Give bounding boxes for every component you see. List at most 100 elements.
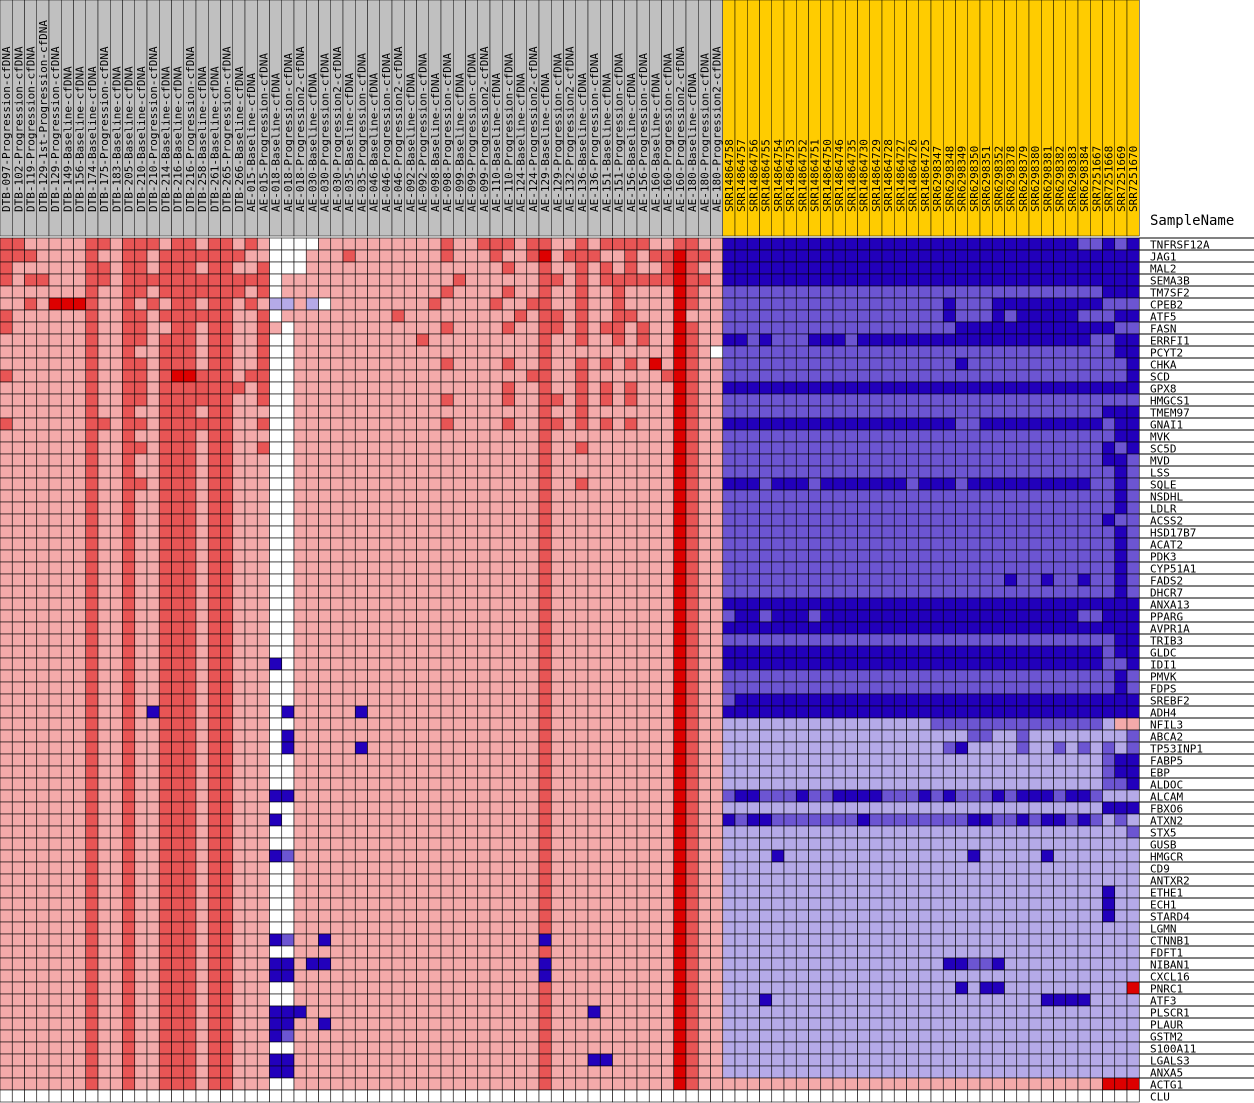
heatmap-cell: [24, 729, 38, 743]
heatmap-cell: [171, 609, 185, 623]
heatmap-cell: [1089, 693, 1103, 707]
heatmap-cell: [906, 537, 920, 551]
heatmap-cell: [1126, 525, 1140, 539]
heatmap-cell: [391, 825, 405, 839]
heatmap-cell: [771, 453, 785, 467]
heatmap-cell: [771, 825, 785, 839]
heatmap-cell: [538, 825, 552, 839]
heatmap-cell: [1126, 765, 1140, 779]
heatmap-cell: [563, 417, 577, 431]
heatmap-cell: [550, 765, 564, 779]
heatmap-cell: [330, 297, 344, 311]
heatmap-cell: [1077, 261, 1091, 275]
heatmap-cell: [256, 549, 270, 563]
heatmap-cell: [538, 537, 552, 551]
heatmap-cell: [501, 537, 515, 551]
heatmap-cell: [11, 477, 25, 491]
heatmap-cell: [220, 465, 234, 479]
heatmap-cell: [305, 285, 319, 299]
heatmap-cell: [1114, 669, 1128, 683]
heatmap-cell: [893, 477, 907, 491]
heatmap-cell: [318, 249, 332, 263]
heatmap-cell: [587, 513, 601, 527]
heatmap-cell: [514, 765, 528, 779]
heatmap-cell: [746, 525, 760, 539]
heatmap-cell: [991, 273, 1005, 287]
heatmap-cell: [979, 837, 993, 851]
heatmap-cell: [269, 549, 283, 563]
heatmap-cell: [734, 345, 748, 359]
heatmap-cell: [1077, 477, 1091, 491]
heatmap-cell: [722, 693, 736, 707]
heatmap-cell: [171, 297, 185, 311]
heatmap-cell: [428, 765, 442, 779]
heatmap-cell: [967, 393, 981, 407]
heatmap-cell: [11, 717, 25, 731]
heatmap-cell: [575, 549, 589, 563]
heatmap-cell: [563, 597, 577, 611]
heatmap-cell: [795, 573, 809, 587]
heatmap-cell: [354, 753, 368, 767]
heatmap-cell: [1004, 597, 1018, 611]
heatmap-cell: [440, 237, 454, 251]
heatmap-cell: [697, 657, 711, 671]
heatmap-cell: [722, 465, 736, 479]
heatmap-cell: [97, 465, 111, 479]
heatmap-cell: [244, 741, 258, 755]
heatmap-cell: [1028, 441, 1042, 455]
heatmap-cell: [783, 741, 797, 755]
heatmap-cell: [869, 549, 883, 563]
heatmap-cell: [869, 789, 883, 803]
heatmap-cell: [991, 453, 1005, 467]
heatmap-cell: [734, 429, 748, 443]
heatmap-cell: [783, 369, 797, 383]
heatmap-cell: [97, 525, 111, 539]
heatmap-cell: [697, 525, 711, 539]
heatmap-cell: [256, 621, 270, 635]
heatmap-cell: [550, 405, 564, 419]
heatmap-cell: [942, 741, 956, 755]
heatmap-cell: [636, 777, 650, 791]
heatmap-cell: [416, 561, 430, 575]
heatmap-cell: [759, 369, 773, 383]
heatmap-cell: [685, 285, 699, 299]
heatmap-cell: [795, 537, 809, 551]
heatmap-cell: [122, 849, 136, 863]
heatmap-cell: [24, 237, 38, 251]
heatmap-cell: [85, 741, 99, 755]
heatmap-cell: [232, 285, 246, 299]
heatmap-cell: [269, 561, 283, 575]
heatmap-cell: [1102, 333, 1116, 347]
heatmap-cell: [1040, 801, 1054, 815]
heatmap-cell: [979, 537, 993, 551]
heatmap-cell: [673, 249, 687, 263]
heatmap-cell: [220, 453, 234, 467]
heatmap-cell: [844, 333, 858, 347]
heatmap-cell: [195, 741, 209, 755]
heatmap-cell: [697, 849, 711, 863]
heatmap-cell: [379, 273, 393, 287]
heatmap-cell: [281, 273, 295, 287]
heatmap-cell: [563, 645, 577, 659]
heatmap-cell: [416, 621, 430, 635]
heatmap-cell: [746, 417, 760, 431]
heatmap-cell: [734, 285, 748, 299]
heatmap-cell: [771, 777, 785, 791]
heatmap-cell: [906, 573, 920, 587]
heatmap-cell: [256, 273, 270, 287]
heatmap-cell: [0, 453, 13, 467]
heatmap-cell: [318, 441, 332, 455]
heatmap-cell: [648, 621, 662, 635]
heatmap-cell: [550, 633, 564, 647]
heatmap-cell: [844, 237, 858, 251]
heatmap-cell: [207, 645, 221, 659]
heatmap-cell: [1004, 789, 1018, 803]
heatmap-cell: [893, 777, 907, 791]
column-label: DTB-149-Baseline-cfDNA: [61, 66, 74, 212]
heatmap-cell: [11, 417, 25, 431]
heatmap-cell: [612, 309, 626, 323]
heatmap-cell: [97, 429, 111, 443]
heatmap-cell: [1102, 645, 1116, 659]
heatmap-cell: [906, 609, 920, 623]
heatmap-cell: [991, 621, 1005, 635]
